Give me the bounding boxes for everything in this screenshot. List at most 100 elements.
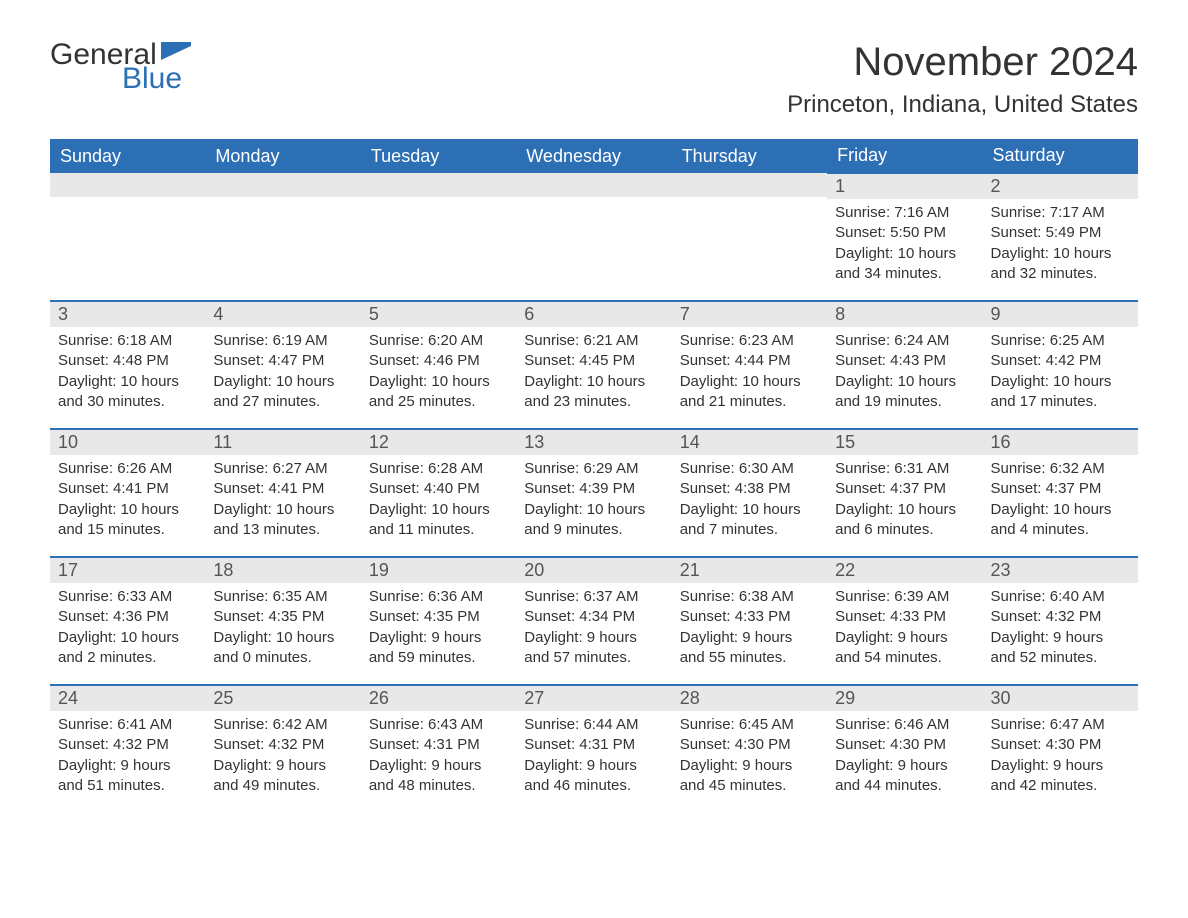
sunset-line: Sunset: 4:35 PM <box>369 607 508 627</box>
calendar-day-cell: 5Sunrise: 6:20 AMSunset: 4:46 PMDaylight… <box>361 301 516 429</box>
calendar-week-row: 24Sunrise: 6:41 AMSunset: 4:32 PMDayligh… <box>50 685 1138 813</box>
sunset-line: Sunset: 4:32 PM <box>991 607 1130 627</box>
calendar-week-row: 1Sunrise: 7:16 AMSunset: 5:50 PMDaylight… <box>50 173 1138 301</box>
daylight-line: Daylight: 10 hours and 15 minutes. <box>58 500 197 541</box>
daylight-line: Daylight: 10 hours and 4 minutes. <box>991 500 1130 541</box>
sunrise-line: Sunrise: 6:20 AM <box>369 331 508 351</box>
day-number: 27 <box>516 686 671 711</box>
sunrise-line: Sunrise: 6:29 AM <box>524 459 663 479</box>
daylight-line: Daylight: 10 hours and 21 minutes. <box>680 372 819 413</box>
day-details: Sunrise: 6:35 AMSunset: 4:35 PMDaylight:… <box>205 583 360 676</box>
calendar-day-cell: 27Sunrise: 6:44 AMSunset: 4:31 PMDayligh… <box>516 685 671 813</box>
calendar-day-cell: 24Sunrise: 6:41 AMSunset: 4:32 PMDayligh… <box>50 685 205 813</box>
day-number: 25 <box>205 686 360 711</box>
daylight-line: Daylight: 10 hours and 34 minutes. <box>835 244 974 285</box>
sunset-line: Sunset: 4:37 PM <box>835 479 974 499</box>
day-number: 23 <box>983 558 1138 583</box>
day-number: 9 <box>983 302 1138 327</box>
sunset-line: Sunset: 4:33 PM <box>835 607 974 627</box>
day-number: 6 <box>516 302 671 327</box>
daylight-line: Daylight: 9 hours and 48 minutes. <box>369 756 508 797</box>
day-details: Sunrise: 6:30 AMSunset: 4:38 PMDaylight:… <box>672 455 827 548</box>
day-number: 10 <box>50 430 205 455</box>
sunrise-line: Sunrise: 6:43 AM <box>369 715 508 735</box>
day-number: 14 <box>672 430 827 455</box>
logo-text-blue: Blue <box>122 64 191 94</box>
day-details: Sunrise: 6:36 AMSunset: 4:35 PMDaylight:… <box>361 583 516 676</box>
day-details: Sunrise: 6:21 AMSunset: 4:45 PMDaylight:… <box>516 327 671 420</box>
calendar-day-cell: 14Sunrise: 6:30 AMSunset: 4:38 PMDayligh… <box>672 429 827 557</box>
calendar-day-cell: 20Sunrise: 6:37 AMSunset: 4:34 PMDayligh… <box>516 557 671 685</box>
calendar-day-cell: 4Sunrise: 6:19 AMSunset: 4:47 PMDaylight… <box>205 301 360 429</box>
sunset-line: Sunset: 4:41 PM <box>58 479 197 499</box>
calendar-day-cell: 21Sunrise: 6:38 AMSunset: 4:33 PMDayligh… <box>672 557 827 685</box>
calendar-day-cell: 9Sunrise: 6:25 AMSunset: 4:42 PMDaylight… <box>983 301 1138 429</box>
calendar-day-cell <box>50 173 205 301</box>
daylight-line: Daylight: 10 hours and 9 minutes. <box>524 500 663 541</box>
calendar-day-cell: 25Sunrise: 6:42 AMSunset: 4:32 PMDayligh… <box>205 685 360 813</box>
sunset-line: Sunset: 4:34 PM <box>524 607 663 627</box>
day-details: Sunrise: 6:47 AMSunset: 4:30 PMDaylight:… <box>983 711 1138 804</box>
sunrise-line: Sunrise: 6:38 AM <box>680 587 819 607</box>
calendar-day-cell: 16Sunrise: 6:32 AMSunset: 4:37 PMDayligh… <box>983 429 1138 557</box>
calendar-day-cell: 26Sunrise: 6:43 AMSunset: 4:31 PMDayligh… <box>361 685 516 813</box>
sunset-line: Sunset: 4:41 PM <box>213 479 352 499</box>
weekday-header: Tuesday <box>361 139 516 173</box>
daylight-line: Daylight: 9 hours and 59 minutes. <box>369 628 508 669</box>
calendar-day-cell: 10Sunrise: 6:26 AMSunset: 4:41 PMDayligh… <box>50 429 205 557</box>
daylight-line: Daylight: 10 hours and 0 minutes. <box>213 628 352 669</box>
calendar-day-cell: 6Sunrise: 6:21 AMSunset: 4:45 PMDaylight… <box>516 301 671 429</box>
empty-day-bar <box>672 173 827 197</box>
sunrise-line: Sunrise: 6:26 AM <box>58 459 197 479</box>
day-details: Sunrise: 6:40 AMSunset: 4:32 PMDaylight:… <box>983 583 1138 676</box>
day-details: Sunrise: 6:28 AMSunset: 4:40 PMDaylight:… <box>361 455 516 548</box>
sunrise-line: Sunrise: 6:18 AM <box>58 331 197 351</box>
daylight-line: Daylight: 9 hours and 54 minutes. <box>835 628 974 669</box>
calendar-day-cell: 3Sunrise: 6:18 AMSunset: 4:48 PMDaylight… <box>50 301 205 429</box>
day-number: 30 <box>983 686 1138 711</box>
day-details: Sunrise: 6:29 AMSunset: 4:39 PMDaylight:… <box>516 455 671 548</box>
sunset-line: Sunset: 4:40 PM <box>369 479 508 499</box>
calendar-week-row: 17Sunrise: 6:33 AMSunset: 4:36 PMDayligh… <box>50 557 1138 685</box>
day-details: Sunrise: 6:31 AMSunset: 4:37 PMDaylight:… <box>827 455 982 548</box>
weekday-header: Saturday <box>983 139 1138 173</box>
calendar-day-cell: 29Sunrise: 6:46 AMSunset: 4:30 PMDayligh… <box>827 685 982 813</box>
sunset-line: Sunset: 4:44 PM <box>680 351 819 371</box>
daylight-line: Daylight: 9 hours and 55 minutes. <box>680 628 819 669</box>
daylight-line: Daylight: 9 hours and 42 minutes. <box>991 756 1130 797</box>
day-details: Sunrise: 6:26 AMSunset: 4:41 PMDaylight:… <box>50 455 205 548</box>
sunrise-line: Sunrise: 7:17 AM <box>991 203 1130 223</box>
day-details: Sunrise: 6:19 AMSunset: 4:47 PMDaylight:… <box>205 327 360 420</box>
sunset-line: Sunset: 4:47 PM <box>213 351 352 371</box>
daylight-line: Daylight: 9 hours and 52 minutes. <box>991 628 1130 669</box>
day-number: 20 <box>516 558 671 583</box>
sunrise-line: Sunrise: 7:16 AM <box>835 203 974 223</box>
daylight-line: Daylight: 9 hours and 51 minutes. <box>58 756 197 797</box>
calendar-day-cell: 7Sunrise: 6:23 AMSunset: 4:44 PMDaylight… <box>672 301 827 429</box>
daylight-line: Daylight: 10 hours and 32 minutes. <box>991 244 1130 285</box>
sunrise-line: Sunrise: 6:39 AM <box>835 587 974 607</box>
calendar-day-cell: 19Sunrise: 6:36 AMSunset: 4:35 PMDayligh… <box>361 557 516 685</box>
header: General Blue November 2024 Princeton, In… <box>50 40 1138 119</box>
sunrise-line: Sunrise: 6:42 AM <box>213 715 352 735</box>
calendar-day-cell: 15Sunrise: 6:31 AMSunset: 4:37 PMDayligh… <box>827 429 982 557</box>
day-details: Sunrise: 6:46 AMSunset: 4:30 PMDaylight:… <box>827 711 982 804</box>
sunset-line: Sunset: 4:39 PM <box>524 479 663 499</box>
day-number: 11 <box>205 430 360 455</box>
daylight-line: Daylight: 10 hours and 27 minutes. <box>213 372 352 413</box>
sunrise-line: Sunrise: 6:25 AM <box>991 331 1130 351</box>
day-number: 2 <box>983 174 1138 199</box>
sunrise-line: Sunrise: 6:31 AM <box>835 459 974 479</box>
calendar-day-cell: 13Sunrise: 6:29 AMSunset: 4:39 PMDayligh… <box>516 429 671 557</box>
weekday-header: Thursday <box>672 139 827 173</box>
sunrise-line: Sunrise: 6:24 AM <box>835 331 974 351</box>
day-details: Sunrise: 6:44 AMSunset: 4:31 PMDaylight:… <box>516 711 671 804</box>
calendar-day-cell: 12Sunrise: 6:28 AMSunset: 4:40 PMDayligh… <box>361 429 516 557</box>
calendar-day-cell <box>205 173 360 301</box>
daylight-line: Daylight: 10 hours and 17 minutes. <box>991 372 1130 413</box>
day-details: Sunrise: 6:33 AMSunset: 4:36 PMDaylight:… <box>50 583 205 676</box>
calendar-day-cell: 8Sunrise: 6:24 AMSunset: 4:43 PMDaylight… <box>827 301 982 429</box>
sunrise-line: Sunrise: 6:37 AM <box>524 587 663 607</box>
day-number: 26 <box>361 686 516 711</box>
day-number: 1 <box>827 174 982 199</box>
